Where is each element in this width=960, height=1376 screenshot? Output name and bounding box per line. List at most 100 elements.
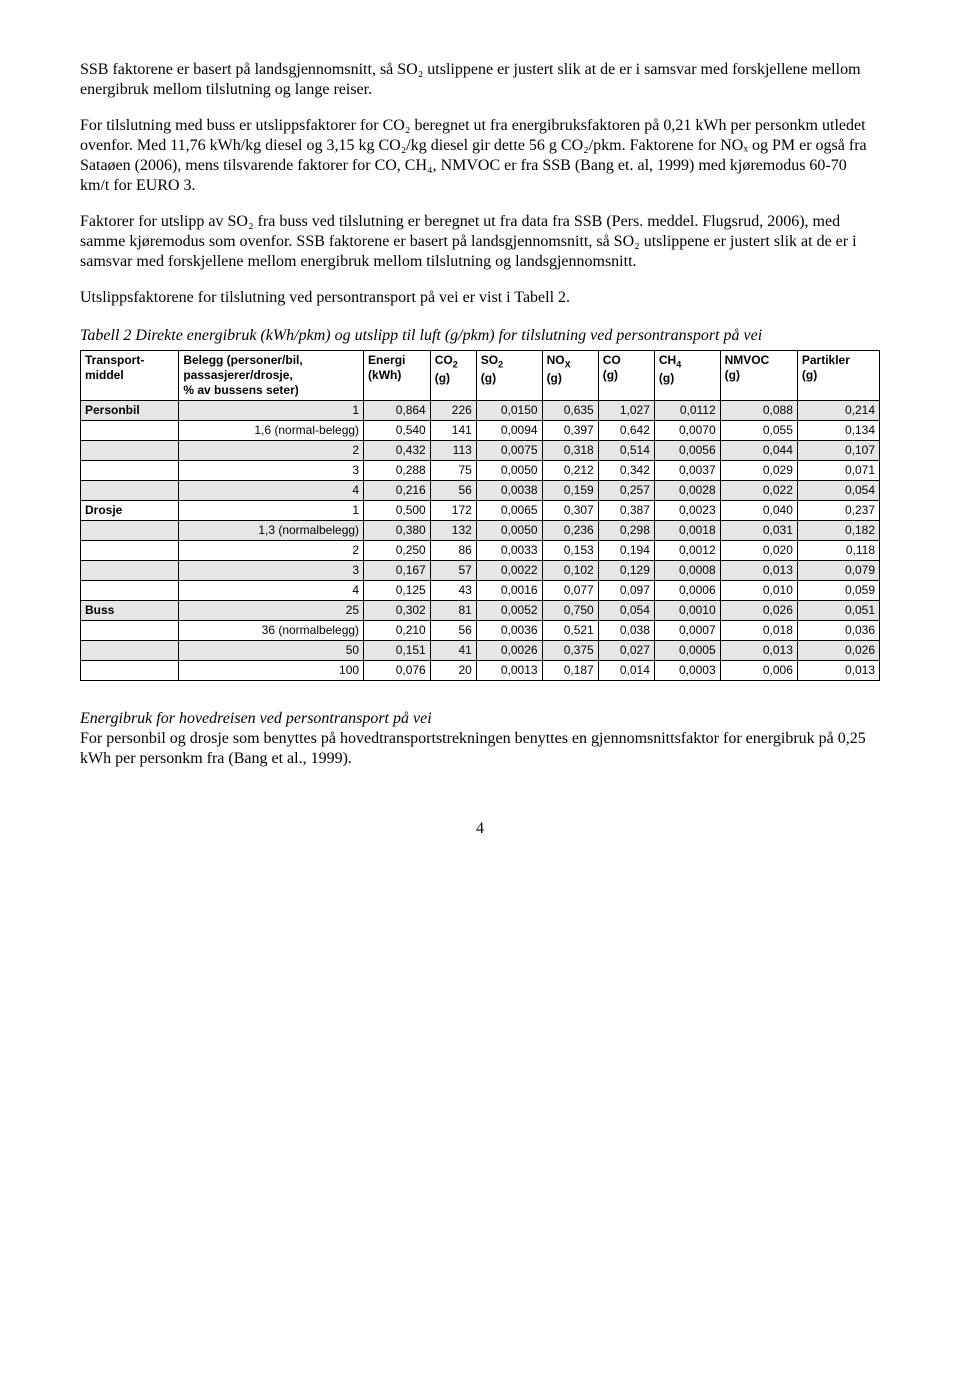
cell-value: 113	[430, 441, 476, 461]
cell-value: 0,0050	[476, 461, 542, 481]
cell-value: 0,153	[542, 541, 598, 561]
cell-value: 0,026	[797, 641, 879, 661]
cell-belegg: 1,6 (normal-belegg)	[179, 421, 364, 441]
table-row: 30,288750,00500,2120,3420,00370,0290,071	[81, 461, 880, 481]
cell-value: 0,0065	[476, 501, 542, 521]
cell-transportmiddel	[81, 581, 179, 601]
cell-value: 0,059	[797, 581, 879, 601]
cell-value: 0,0150	[476, 401, 542, 421]
col-transportmiddel: Transport- middel	[81, 351, 179, 401]
cell-value: 0,0094	[476, 421, 542, 441]
table-caption: Tabell 2 Direkte energibruk (kWh/pkm) og…	[80, 326, 880, 346]
cell-value: 0,0012	[654, 541, 720, 561]
cell-value: 20	[430, 661, 476, 681]
col-nox: NOX (g)	[542, 351, 598, 401]
cell-value: 0,288	[364, 461, 431, 481]
cell-value: 75	[430, 461, 476, 481]
cell-value: 0,0010	[654, 601, 720, 621]
paragraph-5: For personbil og drosje som benyttes på …	[80, 729, 880, 769]
cell-value: 0,212	[542, 461, 598, 481]
cell-value: 0,0022	[476, 561, 542, 581]
table-row: 20,4321130,00750,3180,5140,00560,0440,10…	[81, 441, 880, 461]
cell-value: 0,0005	[654, 641, 720, 661]
cell-value: 0,040	[720, 501, 797, 521]
cell-transportmiddel: Personbil	[81, 401, 179, 421]
cell-value: 0,750	[542, 601, 598, 621]
cell-belegg: 1	[179, 501, 364, 521]
cell-value: 0,079	[797, 561, 879, 581]
paragraph-4: Utslippsfaktorene for tilslutning ved pe…	[80, 288, 880, 308]
cell-value: 0,077	[542, 581, 598, 601]
cell-value: 0,432	[364, 441, 431, 461]
cell-value: 0,182	[797, 521, 879, 541]
cell-value: 0,0016	[476, 581, 542, 601]
cell-value: 0,216	[364, 481, 431, 501]
cell-value: 0,006	[720, 661, 797, 681]
cell-transportmiddel	[81, 521, 179, 541]
paragraph-3: Faktorer for utslipp av SO₂ fra buss ved…	[80, 212, 880, 272]
cell-value: 0,0003	[654, 661, 720, 681]
cell-value: 0,0070	[654, 421, 720, 441]
cell-value: 0,055	[720, 421, 797, 441]
cell-value: 56	[430, 621, 476, 641]
cell-value: 0,864	[364, 401, 431, 421]
cell-value: 0,044	[720, 441, 797, 461]
table-row: Buss250,302810,00520,7500,0540,00100,026…	[81, 601, 880, 621]
cell-value: 0,375	[542, 641, 598, 661]
cell-value: 0,0038	[476, 481, 542, 501]
cell-value: 0,237	[797, 501, 879, 521]
cell-value: 86	[430, 541, 476, 561]
cell-value: 43	[430, 581, 476, 601]
cell-value: 0,257	[598, 481, 654, 501]
cell-value: 0,187	[542, 661, 598, 681]
cell-value: 0,013	[720, 561, 797, 581]
cell-value: 0,125	[364, 581, 431, 601]
cell-value: 0,0013	[476, 661, 542, 681]
cell-value: 1,027	[598, 401, 654, 421]
cell-belegg: 4	[179, 581, 364, 601]
cell-value: 0,159	[542, 481, 598, 501]
cell-transportmiddel	[81, 561, 179, 581]
cell-value: 0,129	[598, 561, 654, 581]
paragraph-2: For tilslutning med buss er utslippsfakt…	[80, 116, 880, 196]
table-row: 40,216560,00380,1590,2570,00280,0220,054	[81, 481, 880, 501]
cell-value: 0,097	[598, 581, 654, 601]
cell-value: 0,250	[364, 541, 431, 561]
cell-value: 0,194	[598, 541, 654, 561]
cell-value: 0,020	[720, 541, 797, 561]
emissions-table: Transport- middel Belegg (personer/bil, …	[80, 350, 880, 681]
table-row: 40,125430,00160,0770,0970,00060,0100,059	[81, 581, 880, 601]
cell-value: 0,0036	[476, 621, 542, 641]
cell-value: 0,0052	[476, 601, 542, 621]
cell-value: 0,500	[364, 501, 431, 521]
cell-belegg: 100	[179, 661, 364, 681]
cell-transportmiddel	[81, 461, 179, 481]
cell-value: 0,051	[797, 601, 879, 621]
cell-value: 0,342	[598, 461, 654, 481]
cell-value: 0,0056	[654, 441, 720, 461]
cell-value: 0,134	[797, 421, 879, 441]
col-partikler: Partikler (g)	[797, 351, 879, 401]
cell-value: 0,298	[598, 521, 654, 541]
cell-value: 0,0007	[654, 621, 720, 641]
cell-value: 0,107	[797, 441, 879, 461]
cell-transportmiddel	[81, 541, 179, 561]
cell-value: 56	[430, 481, 476, 501]
cell-value: 0,036	[797, 621, 879, 641]
cell-belegg: 1,3 (normalbelegg)	[179, 521, 364, 541]
cell-belegg: 1	[179, 401, 364, 421]
cell-belegg: 2	[179, 541, 364, 561]
cell-value: 0,054	[598, 601, 654, 621]
cell-value: 0,038	[598, 621, 654, 641]
cell-value: 0,0028	[654, 481, 720, 501]
cell-value: 0,0006	[654, 581, 720, 601]
cell-value: 172	[430, 501, 476, 521]
cell-belegg: 50	[179, 641, 364, 661]
table-row: 36 (normalbelegg)0,210560,00360,5210,038…	[81, 621, 880, 641]
cell-value: 226	[430, 401, 476, 421]
cell-value: 0,236	[542, 521, 598, 541]
cell-value: 0,022	[720, 481, 797, 501]
cell-value: 0,027	[598, 641, 654, 661]
cell-transportmiddel	[81, 481, 179, 501]
col-belegg: Belegg (personer/bil, passasjerer/drosje…	[179, 351, 364, 401]
